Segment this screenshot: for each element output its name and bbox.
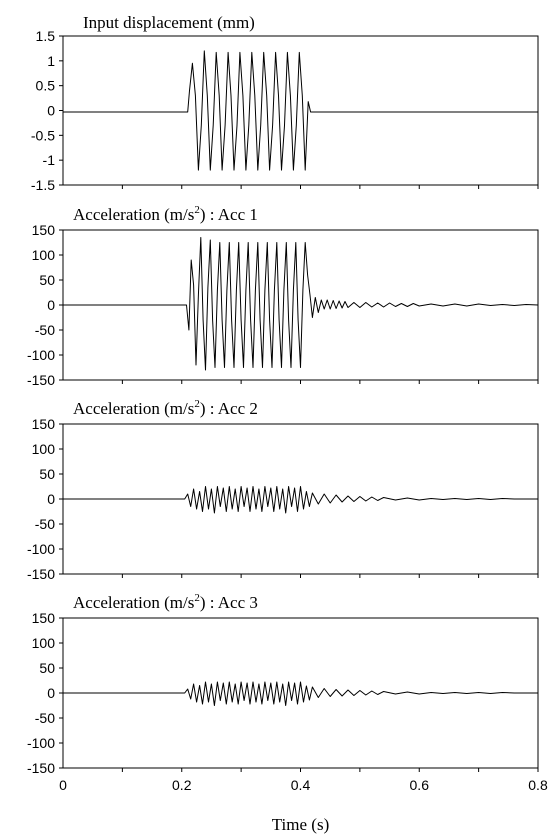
y-tick-label: 50 bbox=[39, 272, 55, 288]
y-tick-label: 0 bbox=[47, 297, 55, 313]
plot-frame-1 bbox=[62, 35, 539, 186]
y-tick-label: -50 bbox=[35, 322, 55, 338]
x-tick-label: 0 bbox=[59, 777, 67, 793]
y-tick-label: 50 bbox=[39, 466, 55, 482]
data-series-4 bbox=[63, 681, 538, 706]
y-tick-label: -50 bbox=[35, 516, 55, 532]
panel-title-1: Input displacement (mm) bbox=[83, 13, 255, 32]
x-tick-label: 0.6 bbox=[410, 777, 430, 793]
y-tick-label: 0.5 bbox=[36, 78, 56, 94]
y-tick-label: 100 bbox=[32, 635, 56, 651]
x-tick-label: 0.2 bbox=[172, 777, 192, 793]
y-tick-label: 150 bbox=[32, 222, 56, 238]
y-tick-label: 1 bbox=[47, 53, 55, 69]
y-tick-label: -150 bbox=[27, 760, 55, 776]
y-tick-label: -1.5 bbox=[31, 177, 55, 193]
y-tick-label: -150 bbox=[27, 372, 55, 388]
x-axis-label: Time (s) bbox=[272, 815, 329, 834]
data-series-1 bbox=[63, 50, 538, 171]
y-tick-label: 0 bbox=[47, 103, 55, 119]
x-tick-label: 0.4 bbox=[291, 777, 311, 793]
y-tick-label: 150 bbox=[32, 416, 56, 432]
panel-title-2: Acceleration (m/s2) : Acc 1 bbox=[73, 204, 258, 224]
y-tick-label: 0 bbox=[47, 685, 55, 701]
y-tick-label: 1.5 bbox=[36, 28, 56, 44]
y-tick-label: 100 bbox=[32, 441, 56, 457]
y-tick-label: -100 bbox=[27, 735, 55, 751]
y-tick-label: 150 bbox=[32, 610, 56, 626]
y-tick-label: -150 bbox=[27, 566, 55, 582]
data-series-2 bbox=[63, 237, 539, 371]
y-tick-label: -50 bbox=[35, 710, 55, 726]
y-tick-label: -100 bbox=[27, 541, 55, 557]
y-tick-label: -100 bbox=[27, 347, 55, 363]
x-tick-label: 0.8 bbox=[528, 777, 548, 793]
y-tick-label: -0.5 bbox=[31, 127, 55, 143]
panel-title-3: Acceleration (m/s2) : Acc 2 bbox=[73, 398, 258, 418]
data-series-3 bbox=[63, 486, 538, 514]
y-tick-label: 0 bbox=[47, 491, 55, 507]
y-tick-label: -1 bbox=[43, 152, 56, 168]
y-tick-label: 50 bbox=[39, 660, 55, 676]
panel-title-4: Acceleration (m/s2) : Acc 3 bbox=[73, 592, 258, 612]
y-tick-label: 100 bbox=[32, 247, 56, 263]
